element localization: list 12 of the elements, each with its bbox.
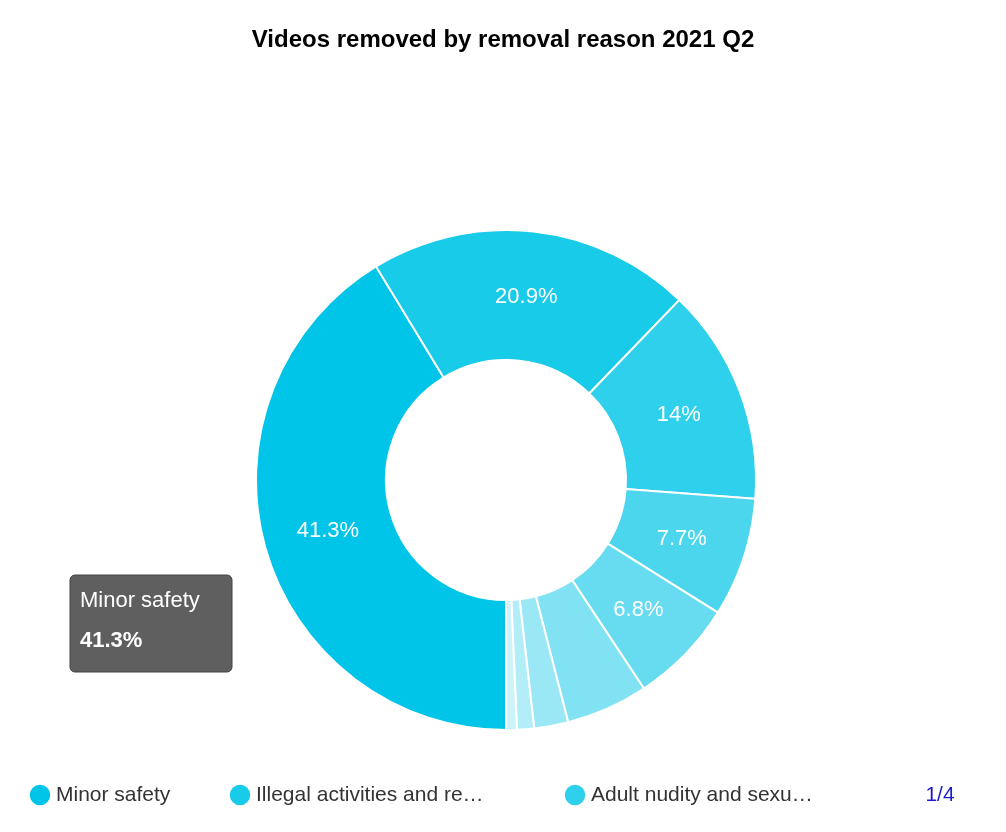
- data-label: 14%: [656, 401, 701, 427]
- text: Minor safety: [80, 587, 200, 612]
- text: 41.3%: [80, 627, 143, 652]
- legend-label: Illegal activities and re…: [256, 782, 484, 805]
- chart-title: Videos removed by removal reason 2021 Q2: [251, 25, 755, 52]
- text: 1/4: [925, 782, 955, 805]
- data-label: 41.3%: [296, 516, 360, 542]
- data-label: 20.9%: [495, 283, 558, 309]
- data-label: 7.7%: [656, 524, 707, 550]
- data-label: 6.8%: [613, 596, 664, 622]
- legend-label: Adult nudity and sexu…: [591, 782, 813, 805]
- legend-label: Minor safety: [56, 782, 171, 805]
